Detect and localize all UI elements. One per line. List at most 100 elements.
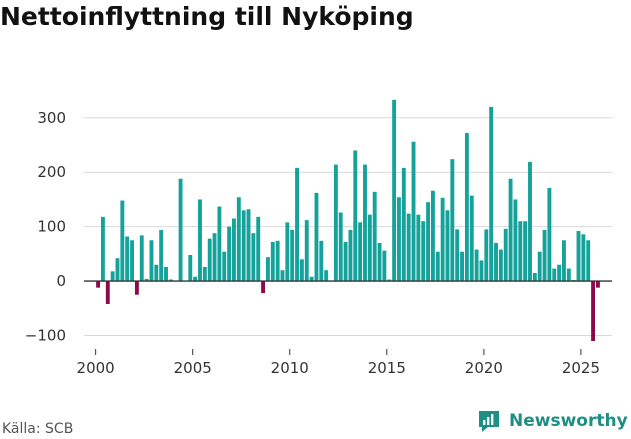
bar xyxy=(484,229,489,282)
bar xyxy=(227,226,232,282)
x-tick-label: 2005 xyxy=(174,359,212,377)
bar xyxy=(528,161,532,282)
bar xyxy=(125,236,130,282)
bar xyxy=(401,167,406,282)
bar xyxy=(426,202,431,282)
bar xyxy=(285,222,290,282)
bar xyxy=(275,240,280,282)
bar xyxy=(537,251,542,282)
bar xyxy=(363,164,367,282)
bar xyxy=(256,216,261,282)
bar xyxy=(382,250,387,282)
bar xyxy=(469,195,474,282)
bar xyxy=(236,197,241,282)
bar xyxy=(100,216,105,282)
bar xyxy=(222,251,227,282)
bar xyxy=(154,264,159,282)
bar-negative xyxy=(105,281,110,304)
bar xyxy=(348,229,353,282)
bar xyxy=(338,212,343,282)
bar-negative xyxy=(595,281,600,288)
bar xyxy=(494,243,498,282)
bar xyxy=(144,278,149,282)
bar xyxy=(445,210,450,282)
bar xyxy=(246,209,251,282)
bar xyxy=(333,164,338,282)
bar xyxy=(372,191,377,282)
y-tick-label: 300 xyxy=(37,109,66,127)
brand[interactable]: Newsworthy xyxy=(476,408,628,434)
bar xyxy=(518,221,523,282)
bar xyxy=(115,258,120,282)
bar xyxy=(411,141,416,282)
bar xyxy=(280,270,285,282)
bar xyxy=(168,279,173,282)
bar xyxy=(508,178,513,282)
bar xyxy=(435,251,440,282)
bar xyxy=(188,254,193,282)
bar xyxy=(164,266,168,282)
bar xyxy=(532,272,537,282)
bar xyxy=(149,240,154,282)
bar xyxy=(299,259,304,282)
bar xyxy=(581,234,586,282)
bar xyxy=(270,241,275,282)
bar xyxy=(367,214,372,282)
bar xyxy=(377,243,382,282)
bar xyxy=(513,199,518,282)
bar xyxy=(198,199,202,282)
y-tick-label: 200 xyxy=(37,163,66,181)
x-tick-label: 2020 xyxy=(465,359,503,377)
bar xyxy=(202,266,207,282)
bar xyxy=(241,210,246,282)
bar xyxy=(586,240,591,282)
bar-negative xyxy=(591,281,596,341)
bar xyxy=(479,260,484,282)
bar xyxy=(358,222,363,282)
bar xyxy=(110,271,115,282)
x-tick-label: 2000 xyxy=(77,359,115,377)
source-label: Källa: SCB xyxy=(2,421,74,437)
bar xyxy=(416,214,421,282)
bar-negative xyxy=(261,281,266,294)
bar xyxy=(576,231,581,282)
bar xyxy=(319,240,324,282)
bar xyxy=(139,235,144,282)
y-tick-label: 0 xyxy=(56,272,66,290)
bar xyxy=(159,229,164,282)
bar xyxy=(474,249,479,282)
bar xyxy=(130,240,134,282)
gridlines xyxy=(84,117,612,337)
bar xyxy=(557,264,562,282)
bar xyxy=(455,229,460,282)
x-tick-label: 2015 xyxy=(368,359,406,377)
bar xyxy=(421,221,426,282)
bar-negative xyxy=(96,281,101,288)
bar xyxy=(392,99,397,282)
bar xyxy=(406,213,411,282)
bar-negative xyxy=(134,281,139,295)
bar xyxy=(314,192,319,282)
bar xyxy=(450,159,455,282)
bar xyxy=(295,167,299,282)
y-tick-label: −100 xyxy=(25,327,66,345)
bar xyxy=(440,197,445,282)
bar xyxy=(324,270,329,282)
bar xyxy=(566,268,571,282)
bar xyxy=(542,229,547,282)
bar xyxy=(232,218,236,282)
x-tick-label: 2010 xyxy=(271,359,309,377)
axes: −100 0 100 200 300 2000 2005 2010 2015 2020 2025 xyxy=(25,109,612,377)
bar xyxy=(547,188,552,282)
bars xyxy=(96,99,600,341)
bar xyxy=(265,257,270,282)
bar xyxy=(498,249,503,282)
bar xyxy=(304,220,309,282)
bar xyxy=(387,279,392,282)
bar xyxy=(460,251,464,282)
bar xyxy=(523,221,528,282)
y-tick-label: 100 xyxy=(37,218,66,236)
bar xyxy=(464,133,469,282)
brand-name: Newsworthy xyxy=(509,411,628,431)
